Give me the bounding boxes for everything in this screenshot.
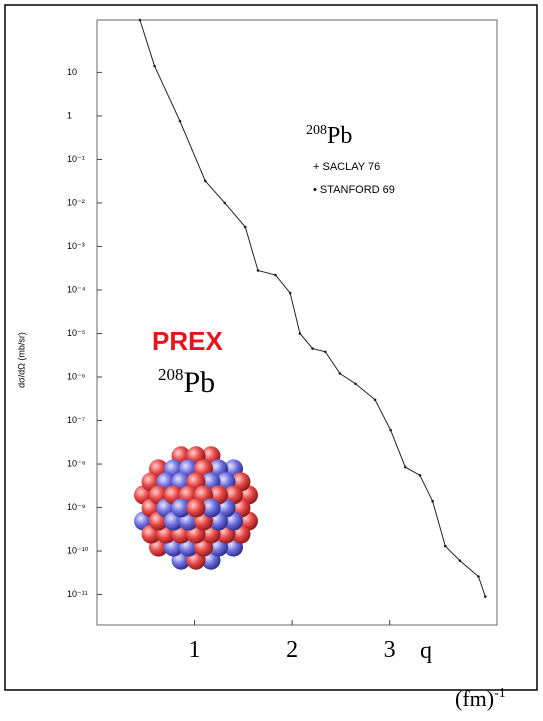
data-point — [178, 119, 182, 123]
data-point — [323, 350, 327, 354]
legend-entry: + SACLAY 76 — [313, 161, 380, 173]
y-axis-label: dσ/dΩ (mb/sr) — [16, 332, 26, 388]
mass-number: 208 — [158, 365, 184, 384]
data-point — [418, 474, 422, 477]
data-point — [138, 18, 142, 22]
nucleon — [186, 498, 206, 518]
x-axis-unit: (fm)-1 — [455, 686, 506, 711]
data-point — [311, 347, 314, 350]
element-symbol: Pb — [184, 366, 216, 399]
legend-entry: • STANFORD 69 — [313, 184, 395, 196]
data-point — [483, 595, 487, 598]
unit-exponent: -1 — [494, 686, 506, 701]
y-tick-label: 10⁻¹¹ — [67, 589, 88, 599]
y-tick-label: 10⁻¹⁰ — [67, 545, 89, 555]
legend-marker: + — [313, 161, 319, 173]
legend-label: SACLAY 76 — [323, 161, 381, 173]
data-point — [389, 428, 392, 432]
y-tick-label: 10 — [67, 67, 77, 77]
y-tick-label: 10⁻⁸ — [67, 458, 86, 468]
y-tick-label: 10⁻⁶ — [67, 371, 86, 381]
data-point — [477, 575, 480, 578]
data-point — [373, 398, 377, 402]
nucleus-label: 208Pb — [158, 365, 215, 399]
data-point — [338, 372, 342, 375]
x-tick-label: 2 — [286, 637, 298, 663]
data-point — [243, 225, 247, 229]
x-axis-label: q — [420, 638, 432, 664]
data-point — [223, 201, 227, 205]
x-tick-label: 3 — [384, 637, 396, 663]
nucleon — [201, 498, 221, 518]
legend-marker: • — [313, 184, 317, 196]
data-point — [298, 332, 302, 335]
data-point — [443, 544, 447, 548]
data-point — [256, 269, 260, 272]
legend-label: STANFORD 69 — [320, 184, 395, 196]
element-symbol: Pb — [327, 123, 352, 149]
frame — [4, 4, 538, 691]
data-point — [153, 64, 156, 68]
y-tick-label: 10⁻⁴ — [67, 284, 86, 294]
experiment-label: PREX — [152, 326, 223, 356]
nucleon — [171, 498, 191, 518]
nucleus-illustration — [134, 446, 258, 570]
data-point — [354, 382, 357, 386]
data-point — [458, 559, 462, 563]
y-tick-label: 10⁻² — [67, 197, 85, 207]
plot-box — [96, 19, 498, 626]
data-point — [431, 499, 434, 503]
y-tick-label: 10⁻⁹ — [67, 502, 86, 512]
y-tick-label: 10⁻⁷ — [67, 415, 85, 425]
y-tick-label: 10⁻³ — [67, 241, 85, 251]
data-point — [288, 291, 292, 295]
x-tick-label: 1 — [189, 637, 201, 663]
nucleus-label: 208Pb — [306, 123, 352, 149]
data-point — [274, 273, 277, 277]
y-tick-label: 1 — [67, 110, 72, 120]
data-point — [403, 465, 407, 469]
unit-base: (fm) — [455, 686, 494, 711]
y-tick-label: 10⁻¹ — [67, 154, 85, 164]
y-tick-label: 10⁻⁵ — [67, 328, 86, 338]
data-point — [203, 179, 207, 183]
mass-number: 208 — [306, 123, 327, 138]
